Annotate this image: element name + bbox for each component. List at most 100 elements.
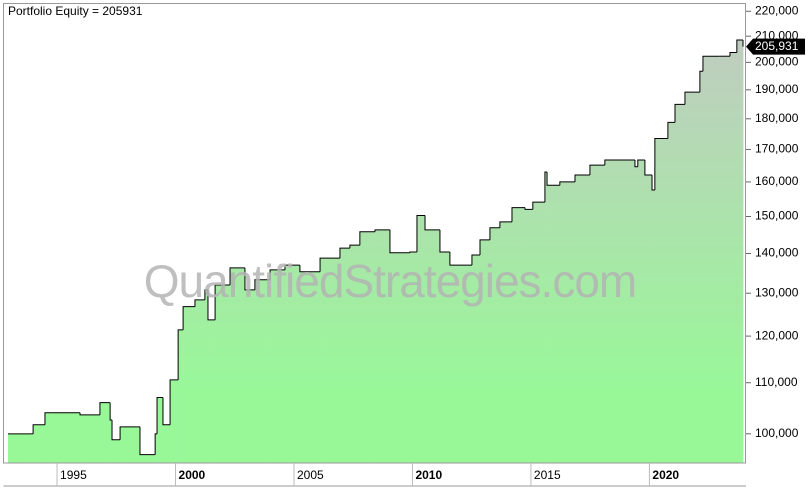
equity-area	[120, 426, 141, 463]
equity-area	[375, 229, 391, 463]
equity-area	[157, 397, 164, 463]
equity-step	[634, 159, 638, 168]
equity-area	[684, 92, 701, 464]
equity-area	[479, 239, 491, 463]
equity-step	[409, 251, 417, 253]
equity-area	[589, 165, 606, 463]
y-tick-label: 200,000	[755, 55, 799, 69]
equity-area	[604, 159, 636, 464]
equity-area	[425, 229, 441, 463]
equity-area	[644, 174, 653, 463]
equity-step	[182, 306, 195, 330]
equity-area	[230, 267, 246, 463]
equity-area	[194, 299, 206, 463]
equity-step	[729, 52, 737, 57]
equity-step	[479, 239, 490, 256]
equity-step	[269, 269, 285, 280]
equity-area	[339, 248, 351, 463]
y-tick-label: 130,000	[755, 285, 799, 299]
equity-area	[8, 433, 31, 463]
equity-step	[699, 70, 703, 93]
equity-area	[80, 414, 101, 463]
equity-step	[111, 420, 121, 441]
equity-area	[511, 207, 526, 463]
equity-area	[499, 221, 513, 463]
equity-area	[254, 279, 271, 463]
equity-step	[424, 215, 440, 231]
equity-step	[651, 174, 655, 191]
y-tick-label: 180,000	[755, 111, 799, 125]
chart-title: Portfolio Equity = 205931	[8, 4, 143, 18]
equity-step	[559, 181, 576, 186]
y-tick-label: 110,000	[755, 375, 798, 389]
equity-area	[215, 285, 231, 463]
equity-area	[699, 71, 704, 463]
equity-step	[319, 257, 340, 272]
watermark: QuantifiedStrategies.com	[144, 255, 637, 307]
equity-step	[214, 284, 231, 320]
x-tick-label: 1995	[60, 468, 87, 482]
equity-step	[449, 251, 472, 266]
equity-step	[32, 424, 45, 434]
equity-area	[178, 329, 184, 463]
equity-step	[416, 214, 426, 252]
x-tick-label: 2015	[534, 468, 561, 482]
x-tick-label: 2010	[415, 468, 442, 482]
equity-step	[162, 397, 171, 426]
equity-area	[207, 319, 216, 463]
equity-step	[229, 267, 245, 286]
equity-area	[44, 412, 53, 463]
equity-step	[511, 207, 526, 222]
equity-area	[547, 185, 561, 464]
equity-step	[194, 299, 205, 307]
equity-step	[169, 379, 179, 425]
x-tick-label: 2005	[297, 468, 324, 482]
equity-step	[79, 412, 100, 416]
equity-area	[559, 181, 576, 463]
equity-area	[162, 424, 171, 463]
equity-step	[284, 264, 300, 270]
equity-area	[409, 251, 418, 463]
equity-step	[589, 164, 605, 175]
equity-area	[719, 56, 731, 464]
equity-area	[52, 412, 81, 463]
equity-area	[170, 379, 179, 463]
equity-area	[139, 454, 156, 463]
y-tick-label: 120,000	[755, 328, 799, 342]
equity-step	[644, 159, 653, 176]
last-value-label: 205,931	[755, 39, 799, 53]
equity-area	[244, 289, 256, 463]
equity-step	[254, 279, 271, 290]
equity-step	[544, 171, 548, 203]
x-tick-label: 2000	[179, 468, 206, 482]
equity-step	[299, 265, 321, 273]
last-value-tag	[746, 38, 805, 55]
equity-step	[489, 227, 500, 240]
equity-step	[389, 229, 410, 254]
equity-step	[109, 402, 113, 421]
equity-area	[634, 166, 639, 463]
equity-step	[99, 402, 111, 415]
equity-area	[389, 252, 411, 463]
y-tick-label: 220,000	[755, 3, 799, 17]
equity-area	[667, 122, 676, 463]
equity-step	[139, 426, 156, 456]
equity-area	[652, 190, 656, 463]
equity-step	[654, 138, 668, 191]
equity-area	[439, 251, 451, 463]
y-tick-label: 150,000	[755, 209, 799, 223]
equity-area	[544, 171, 548, 464]
equity-step	[574, 174, 590, 182]
equity-step	[244, 267, 255, 291]
equity-area	[155, 433, 158, 463]
equity-area	[736, 40, 744, 464]
equity-step	[637, 159, 645, 167]
equity-step	[702, 55, 720, 72]
equity-area	[110, 420, 113, 463]
equity-area	[416, 215, 426, 463]
equity-area	[112, 439, 121, 463]
equity-area	[532, 202, 546, 463]
equity-step	[177, 329, 184, 380]
